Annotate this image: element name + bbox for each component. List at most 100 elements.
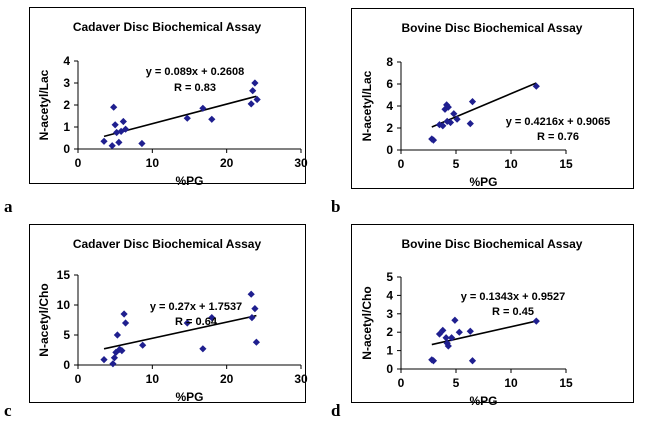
panel-a-data-point: [111, 121, 119, 129]
panel-b-letter: b: [331, 197, 340, 216]
panel-a-y-tick-label: 1: [63, 120, 70, 134]
panel-b-x-tick-label: 5: [453, 157, 460, 171]
panel-d-trendline: [431, 320, 537, 346]
panel-b-data-point: [450, 110, 458, 118]
panel-c-data-point: [121, 319, 130, 327]
panel-a-y-tick-label: 4: [63, 54, 70, 68]
panel-d-x-tick-label: 15: [559, 376, 573, 390]
panel-c-trendline: [103, 314, 257, 350]
panel-a-data-point: [183, 114, 191, 122]
panel-c-data-point: [118, 347, 126, 355]
panel-b-data-point: [443, 101, 451, 109]
panel-a-y-axis-label: N-acetyl/Lac: [37, 69, 51, 140]
panel-a-data-point: [247, 100, 255, 108]
panel-b-trendline: [431, 82, 537, 128]
panel-a-x-tick-label: 20: [220, 156, 234, 170]
panel-d-data-point: [455, 328, 463, 336]
panel-c-y-axis-label: N-acetyl/Cho: [37, 283, 51, 356]
panel-d-x-tick-label: 0: [398, 376, 405, 390]
panel-d-data-point: [451, 316, 459, 324]
panel-c-data-point: [120, 310, 128, 318]
panel-c-data-point: [199, 345, 207, 353]
panel-d-title: Bovine Disc Biochemical Assay: [402, 237, 583, 251]
panel-c-y-tick-label: 0: [63, 358, 70, 372]
panel-c-x-tick-label: 0: [75, 372, 82, 386]
panel-a-y-tick-label: 3: [63, 76, 70, 90]
panel-b-data-point: [468, 98, 477, 106]
panel-b-r-value: R = 0.76: [537, 131, 579, 143]
panel-b-frame: [351, 8, 634, 189]
panel-d-y-tick-label: 0: [386, 362, 393, 376]
panel-d-data-point: [448, 334, 456, 342]
panel-d-x-tick-label: 10: [504, 376, 518, 390]
panel-d-x-axis-label: %PG: [469, 394, 497, 408]
panel-a-x-tick-label: 30: [294, 156, 308, 170]
panel-b-y-tick-label: 2: [386, 121, 393, 135]
panel-a-title: Cadaver Disc Biochemical Assay: [73, 20, 262, 34]
panel-b-data-point: [444, 103, 452, 111]
panel-a-data-point: [121, 125, 130, 133]
panel-c-data-point: [251, 305, 259, 313]
panel-c-x-tick-label: 30: [294, 372, 308, 386]
panel-d-y-tick-label: 3: [386, 307, 393, 321]
panel-b-data-point: [532, 82, 540, 90]
panel-d-y-tick-label: 2: [386, 325, 393, 339]
panel-a-x-tick-label: 0: [75, 156, 82, 170]
panel-d-x-tick-label: 5: [453, 376, 460, 390]
panel-b: Bovine Disc Biochemical Assay 0 2 4 6 8 0 5 10 15…: [351, 8, 634, 189]
panel-d: Bovine Disc Biochemical Assay 0 1 2 3 4 5 0 5 10 1…: [351, 224, 634, 408]
panel-d-y-axis-label: N-acetyl/Cho: [360, 286, 374, 359]
panel-c-r-value: R = 0.64: [175, 316, 218, 328]
panel-d-data-point: [439, 326, 447, 334]
panel-b-y-tick-label: 6: [386, 77, 393, 91]
panel-c-frame: [29, 224, 306, 403]
panel-d-data-point: [468, 357, 477, 365]
panel-a-r-value: R = 0.83: [174, 82, 216, 94]
panel-a-data-point: [249, 87, 257, 95]
panel-b-x-tick-label: 10: [504, 157, 518, 171]
panel-a-data-point: [115, 138, 123, 146]
panel-c-data-point: [247, 290, 255, 298]
panel-c-data-point: [112, 348, 120, 356]
panel-a-letter: a: [4, 197, 13, 216]
panel-b-data-point: [466, 120, 474, 128]
panel-a-x-axis-label: %PG: [175, 174, 203, 188]
panel-c-y-tick-label: 15: [57, 268, 71, 282]
panel-d-equation: y = 0.1343x + 0.9527: [461, 291, 566, 303]
panel-c-y-tick-label: 10: [57, 298, 71, 312]
panel-b-data-point: [446, 118, 455, 127]
panel-c-data-point: [248, 314, 256, 322]
panel-b-y-axis-label: N-acetyl/Lac: [360, 70, 374, 141]
panel-c-x-axis-label: %PG: [175, 390, 203, 404]
panel-a-x-tick-label: 10: [146, 156, 160, 170]
panel-b-x-tick-label: 15: [559, 157, 573, 171]
panel-a: Cadaver Disc Biochemical Assay 0 1 2 3 4 0 10 20…: [29, 7, 308, 188]
panel-a-data-point: [119, 117, 127, 126]
panel-b-x-tick-label: 0: [398, 157, 405, 171]
panel-a-trendline: [103, 95, 257, 138]
panel-c-data-point: [183, 319, 191, 327]
panel-c-data-point: [208, 314, 216, 322]
panel-c-data-point: [100, 356, 108, 364]
panel-b-title: Bovine Disc Biochemical Assay: [402, 21, 583, 35]
panel-a-frame: [29, 7, 306, 184]
panel-d-data-point: [443, 339, 451, 347]
panel-b-x-axis-label: %PG: [469, 175, 497, 189]
panel-a-data-point: [251, 79, 259, 87]
panel-d-data-point: [444, 342, 452, 350]
panel-a-data-point: [110, 103, 118, 111]
panel-c-letter: c: [4, 401, 12, 420]
panel-a-data-point: [100, 137, 108, 145]
panel-d-data-point: [429, 357, 438, 365]
panel-c-data-point: [113, 331, 121, 339]
panel-c-data-point: [139, 341, 147, 349]
panel-a-data-point: [113, 128, 121, 137]
panel-d-y-tick-label: 4: [386, 288, 393, 302]
panel-c: Cadaver Disc Biochemical Assay 0 5 10 15 0 10 2…: [29, 224, 308, 404]
panel-c-x-tick-label: 10: [146, 372, 160, 386]
panel-c-x-tick-label: 20: [220, 372, 234, 386]
panel-a-data-point: [253, 95, 261, 104]
panel-d-y-tick-label: 5: [386, 270, 393, 284]
panel-d-data-point: [466, 327, 474, 335]
